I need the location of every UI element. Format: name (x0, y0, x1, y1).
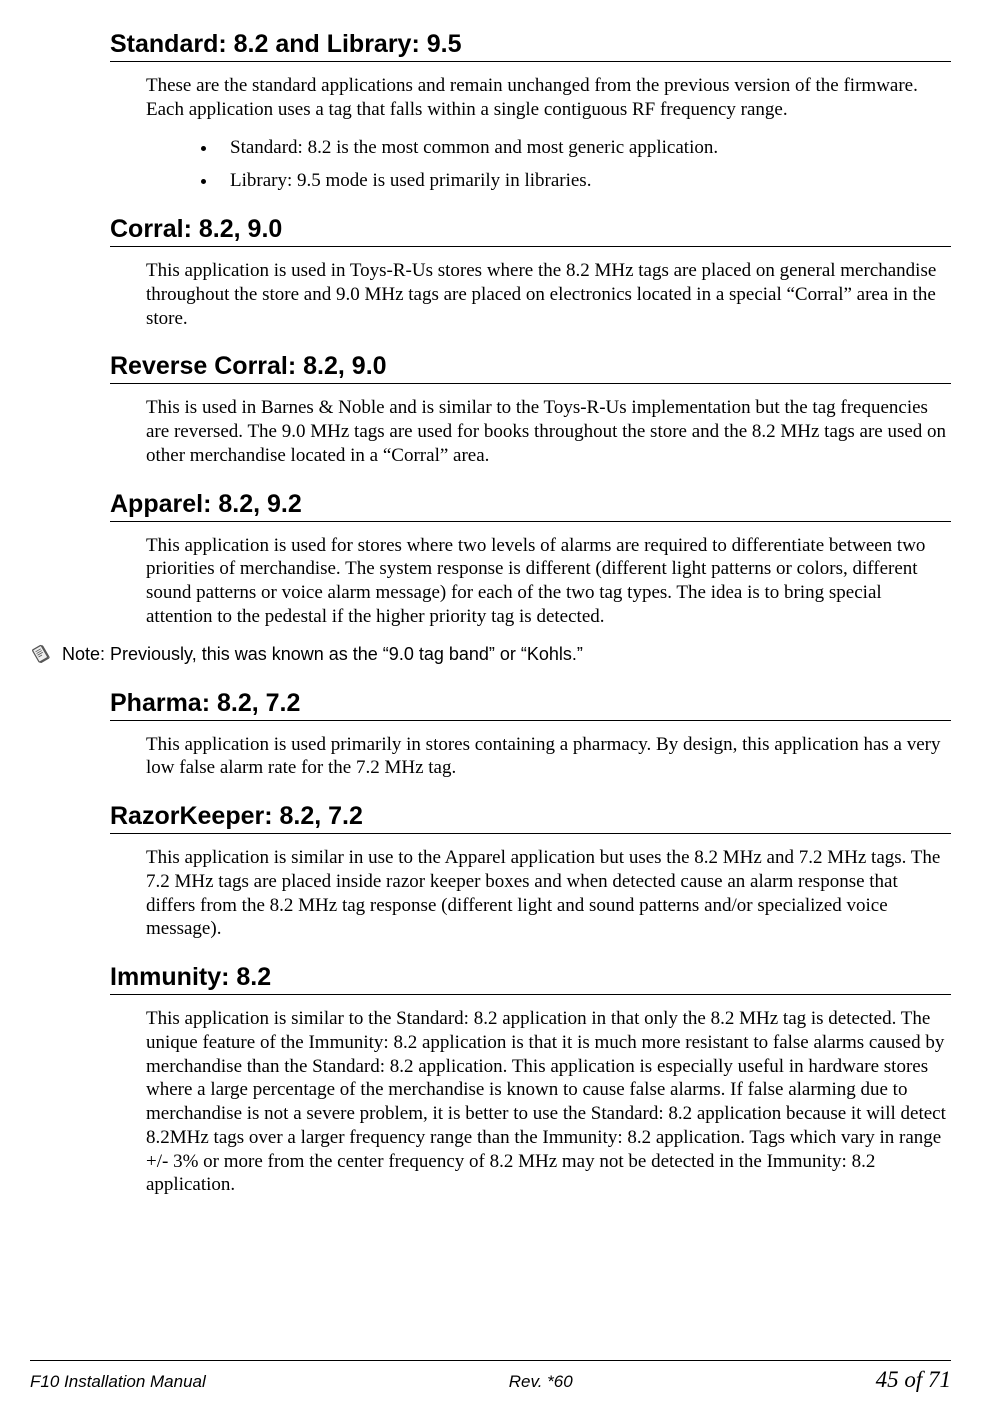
heading-standard-library: Standard: 8.2 and Library: 9.5 (110, 30, 951, 62)
heading-pharma: Pharma: 8.2, 7.2 (110, 689, 951, 721)
paragraph-corral: This application is used in Toys-R-Us st… (146, 259, 951, 330)
note-icon (30, 643, 54, 667)
footer-page-number: 45 of 71 (876, 1367, 951, 1393)
paragraph-pharma: This application is used primarily in st… (146, 733, 951, 781)
footer-revision: Rev. *60 (509, 1372, 573, 1392)
list-item: Library: 9.5 mode is used primarily in l… (218, 169, 951, 193)
heading-corral: Corral: 8.2, 9.0 (110, 215, 951, 247)
list-item: Standard: 8.2 is the most common and mos… (218, 136, 951, 160)
bullet-list-standard: Standard: 8.2 is the most common and mos… (218, 136, 951, 194)
content-column: Standard: 8.2 and Library: 9.5 These are… (110, 30, 951, 1197)
paragraph-immunity: This application is similar to the Stand… (146, 1007, 951, 1197)
heading-immunity: Immunity: 8.2 (110, 963, 951, 995)
paragraph-apparel: This application is used for stores wher… (146, 534, 951, 629)
note-row: Note: Previously, this was known as the … (30, 643, 951, 667)
heading-apparel: Apparel: 8.2, 9.2 (110, 490, 951, 522)
heading-reverse-corral: Reverse Corral: 8.2, 9.0 (110, 352, 951, 384)
paragraph-razorkeeper: This application is similar in use to th… (146, 846, 951, 941)
paragraph-reverse-corral: This is used in Barnes & Noble and is si… (146, 396, 951, 467)
document-page: Standard: 8.2 and Library: 9.5 These are… (0, 0, 981, 1418)
heading-razorkeeper: RazorKeeper: 8.2, 7.2 (110, 802, 951, 834)
note-text: Note: Previously, this was known as the … (62, 644, 583, 665)
paragraph-standard-intro: These are the standard applications and … (146, 74, 951, 122)
page-footer: F10 Installation Manual Rev. *60 45 of 7… (30, 1360, 951, 1393)
footer-doc-title: F10 Installation Manual (30, 1372, 206, 1392)
